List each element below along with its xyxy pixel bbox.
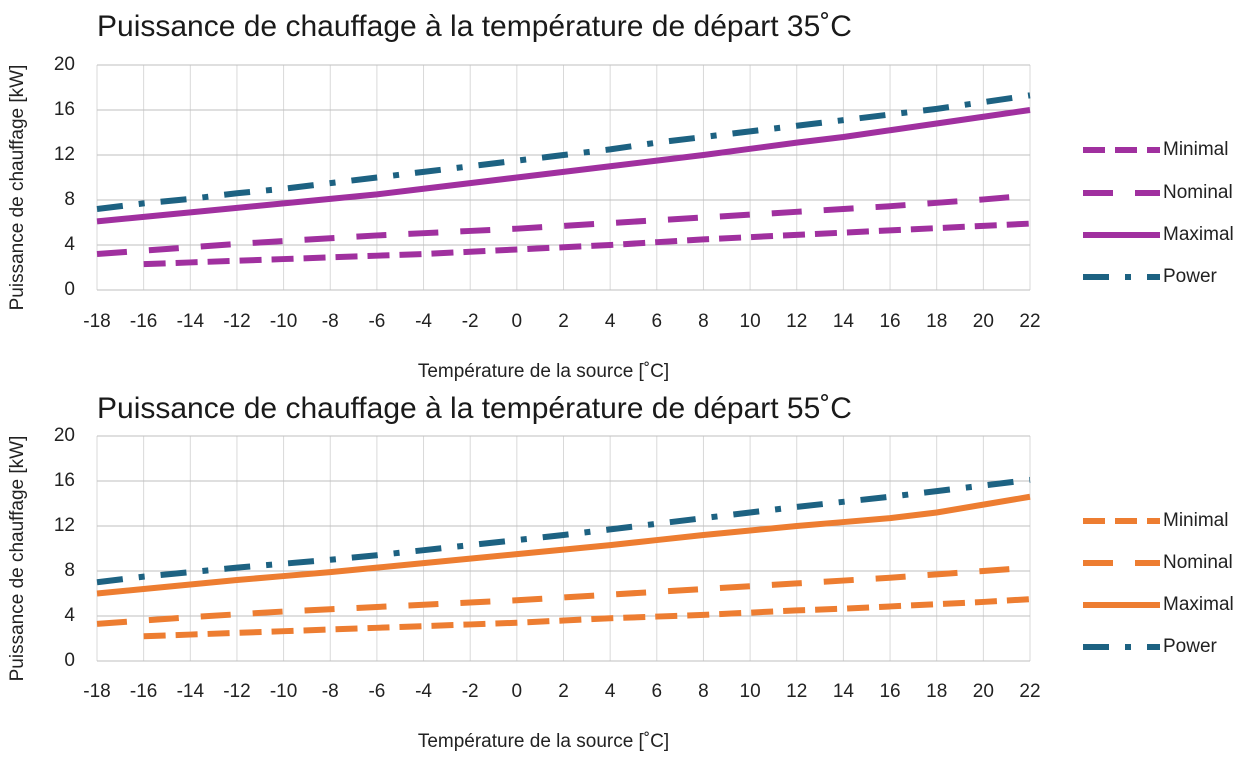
x-tick-label: -2 <box>462 311 479 332</box>
y-tick-label: 12 <box>54 144 75 165</box>
chart-title: Puissance de chauffage à la température … <box>97 10 852 43</box>
series-line <box>143 596 1031 640</box>
x-tick-label: 12 <box>786 311 807 332</box>
legend-label: Minimal <box>1163 510 1228 531</box>
x-tick-label: -6 <box>368 311 385 332</box>
x-tick-label: 20 <box>973 681 994 702</box>
y-tick-label: 8 <box>64 560 75 581</box>
y-tick-label: 16 <box>54 470 75 491</box>
y-tick-label: 0 <box>64 650 75 671</box>
x-tick-label: -8 <box>322 681 339 702</box>
x-tick-label: -16 <box>130 681 157 702</box>
legend-label: Maximal <box>1163 224 1234 245</box>
x-tick-label: 22 <box>1019 311 1040 332</box>
x-tick-label: 2 <box>558 311 569 332</box>
y-tick-label: 12 <box>54 515 75 536</box>
legend-label: Nominal <box>1163 182 1233 203</box>
x-tick-label: -12 <box>223 311 250 332</box>
y-axis-label: Puissance de chauffage [kW] <box>7 65 28 311</box>
series-line <box>96 476 1031 586</box>
x-tick-label: -10 <box>270 311 297 332</box>
x-tick-label: 16 <box>879 681 900 702</box>
x-tick-label: 18 <box>926 311 947 332</box>
x-tick-label: -4 <box>415 311 432 332</box>
x-tick-label: 8 <box>698 681 709 702</box>
y-axis-label: Puissance de chauffage [kW] <box>7 436 28 682</box>
x-tick-label: 20 <box>973 311 994 332</box>
y-tick-label: 16 <box>54 99 75 120</box>
legend-label: Power <box>1163 636 1218 657</box>
x-tick-label: 8 <box>698 311 709 332</box>
x-tick-label: 16 <box>879 311 900 332</box>
x-tick-label: 14 <box>833 311 855 332</box>
x-tick-label: -14 <box>177 681 205 702</box>
legend-label: Maximal <box>1163 594 1234 615</box>
chart-title: Puissance de chauffage à la température … <box>97 392 852 425</box>
x-tick-label: 22 <box>1019 681 1040 702</box>
x-tick-label: -8 <box>322 311 339 332</box>
series-line <box>96 92 1031 212</box>
y-tick-label: 20 <box>54 54 75 75</box>
x-tick-label: -14 <box>177 311 205 332</box>
x-tick-label: -18 <box>83 311 110 332</box>
legend-label: Minimal <box>1163 139 1228 160</box>
x-tick-label: 10 <box>740 681 761 702</box>
x-tick-label: -4 <box>415 681 432 702</box>
legend-label: Nominal <box>1163 552 1233 573</box>
y-tick-label: 4 <box>64 605 75 626</box>
x-tick-label: -18 <box>83 681 110 702</box>
y-tick-label: 4 <box>64 234 75 255</box>
series-line <box>143 220 1031 268</box>
x-axis-label: Température de la source [˚C] <box>418 731 669 752</box>
x-tick-label: -2 <box>462 681 479 702</box>
x-tick-label: -12 <box>223 681 250 702</box>
x-tick-label: 2 <box>558 681 569 702</box>
x-tick-label: -16 <box>130 311 157 332</box>
x-tick-label: 6 <box>652 311 663 332</box>
y-tick-label: 0 <box>64 279 75 300</box>
x-tick-label: 6 <box>652 681 663 702</box>
x-axis-label: Température de la source [˚C] <box>418 361 669 382</box>
y-tick-label: 8 <box>64 189 75 210</box>
series-line <box>96 493 1031 597</box>
legend-label: Power <box>1163 266 1218 287</box>
x-tick-label: 4 <box>605 681 616 702</box>
x-tick-label: 10 <box>740 311 761 332</box>
x-tick-label: -10 <box>270 681 297 702</box>
x-tick-label: 4 <box>605 311 616 332</box>
y-tick-label: 20 <box>54 425 75 446</box>
series-line <box>96 107 1031 225</box>
x-tick-label: 12 <box>786 681 807 702</box>
x-tick-label: 0 <box>512 681 523 702</box>
x-tick-label: -6 <box>368 681 385 702</box>
x-tick-label: 14 <box>833 681 855 702</box>
x-tick-label: 0 <box>512 311 523 332</box>
x-tick-label: 18 <box>926 681 947 702</box>
